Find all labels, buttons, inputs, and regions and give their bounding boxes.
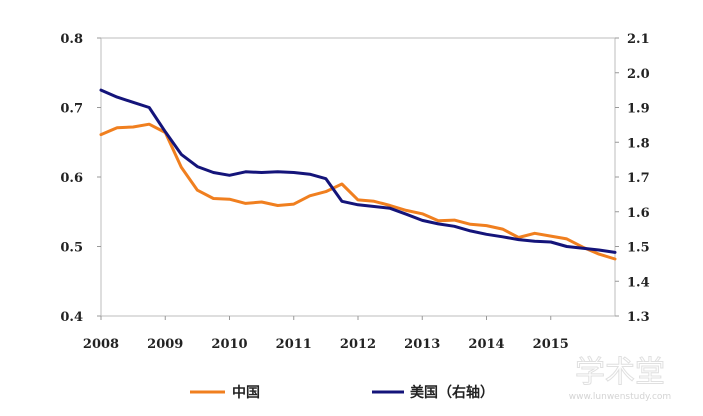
x-tick-label: 2015 bbox=[533, 337, 569, 352]
series-layer bbox=[99, 88, 617, 261]
right-y-tick-label: 1.5 bbox=[627, 241, 650, 256]
left-y-tick-label: 0.7 bbox=[60, 102, 83, 117]
x-tick-label: 2011 bbox=[276, 337, 312, 352]
right-y-tick-label: 1.8 bbox=[627, 136, 650, 151]
right-y-tick-label: 1.6 bbox=[627, 206, 650, 221]
series-line-china bbox=[99, 122, 617, 261]
legend-label-usa: 美国（右轴） bbox=[410, 384, 494, 401]
left-y-tick-label: 0.5 bbox=[60, 241, 83, 256]
legend-label-china: 中国 bbox=[232, 384, 260, 401]
series-line-usa bbox=[99, 88, 617, 254]
left-y-tick-label: 0.8 bbox=[60, 32, 83, 47]
x-tick-label: 2010 bbox=[211, 337, 247, 352]
watermark: 学术堂 www.lunwenstudy.com bbox=[569, 355, 671, 403]
right-y-tick-label: 2.1 bbox=[627, 32, 650, 47]
right-y-tick-label: 1.9 bbox=[627, 102, 650, 117]
x-tick-label: 2012 bbox=[340, 337, 376, 352]
axes-layer: 0.4 0.5 0.6 0.7 0.8 1.3 1.4 1.5 1.6 1.7 1.8 1.9 2.0 2… bbox=[60, 32, 649, 352]
x-tick-label: 2009 bbox=[147, 337, 183, 352]
x-tick-label: 2014 bbox=[468, 337, 504, 352]
right-y-tick-label: 2.0 bbox=[627, 67, 650, 82]
watermark-main: 学术堂 bbox=[575, 355, 665, 390]
legend-item-china: 中国 bbox=[190, 384, 260, 401]
right-y-tick-label: 1.3 bbox=[627, 310, 650, 325]
watermark-sub: www.lunwenstudy.com bbox=[569, 392, 671, 402]
legend-item-usa: 美国（右轴） bbox=[372, 384, 494, 401]
x-tick-label: 2008 bbox=[83, 337, 119, 352]
right-y-tick-label: 1.7 bbox=[627, 171, 650, 186]
legend: 中国 美国（右轴） bbox=[190, 384, 494, 401]
left-y-tick-label: 0.4 bbox=[60, 310, 83, 325]
left-y-tick-label: 0.6 bbox=[60, 171, 83, 186]
x-tick-label: 2013 bbox=[404, 337, 440, 352]
right-y-tick-label: 1.4 bbox=[627, 275, 650, 290]
